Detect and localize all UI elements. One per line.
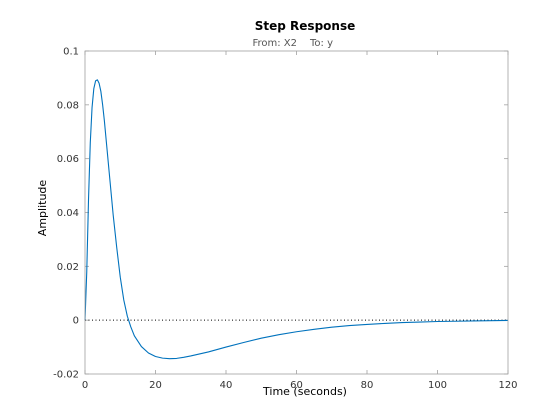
plot-area bbox=[85, 51, 508, 374]
chart-subtitle-from: From: X2 bbox=[252, 38, 297, 49]
plot-box bbox=[84, 50, 509, 375]
x-tick-label: 0 bbox=[82, 380, 88, 391]
y-tick-label: 0.02 bbox=[57, 262, 79, 273]
y-tick-label: 0.08 bbox=[57, 100, 79, 111]
chart-title: Step Response bbox=[255, 19, 355, 33]
x-axis-label: Time (seconds) bbox=[262, 385, 347, 398]
x-tick-labels: 0 20 40 60 80 100 120 bbox=[82, 380, 518, 391]
x-tick-label: 120 bbox=[498, 380, 517, 391]
step-response-series-line bbox=[84, 79, 509, 360]
x-tick-label: 40 bbox=[220, 380, 233, 391]
y-tick-labels: -0.02 0 0.02 0.04 0.06 0.08 0.1 bbox=[53, 47, 79, 381]
y-tick-label: 0.04 bbox=[57, 208, 79, 219]
y-tick-label: 0.1 bbox=[63, 47, 79, 58]
chart-subtitle-to: To: y bbox=[309, 38, 333, 49]
y-tick-label: -0.02 bbox=[53, 370, 79, 381]
x-tick-label: 80 bbox=[361, 380, 374, 391]
x-tick-label: 100 bbox=[428, 380, 447, 391]
y-tick-label: 0 bbox=[73, 316, 79, 327]
y-axis-label: Amplitude bbox=[36, 180, 49, 237]
x-tick-label: 20 bbox=[149, 380, 162, 391]
y-tick-label: 0.06 bbox=[57, 154, 79, 165]
x-tick-label: 60 bbox=[290, 380, 303, 391]
